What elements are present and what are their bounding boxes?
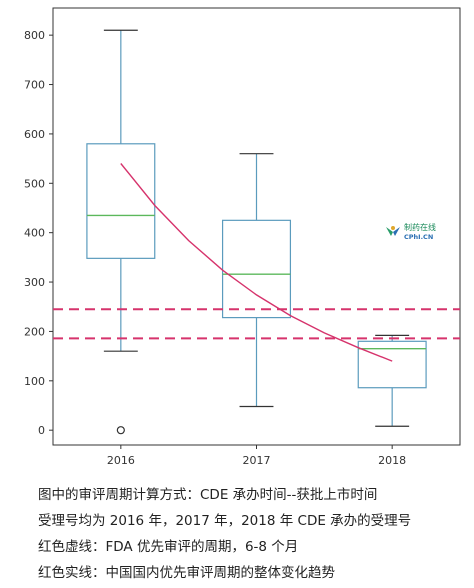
outlier-point bbox=[116, 426, 125, 435]
box-2017 bbox=[221, 153, 292, 408]
y-tick-label: 0 bbox=[38, 424, 45, 437]
caption-line-1: 图中的审评周期计算方式：CDE 承办时间--获批上市时间 bbox=[38, 487, 378, 503]
y-tick-label: 700 bbox=[24, 79, 45, 92]
y-axis: 0 100 200 300 400 500 600 700 800 bbox=[24, 29, 53, 437]
caption-line-2: 受理号均为 2016 年，2017 年，2018 年 CDE 承办的受理号 bbox=[38, 513, 412, 529]
x-tick-label: 2016 bbox=[107, 454, 135, 467]
trend-curve bbox=[120, 163, 393, 362]
x-tick-label: 2017 bbox=[243, 454, 271, 467]
box-plot-chart: 0 100 200 300 400 500 600 700 800 2016 2017 2018 bbox=[24, 7, 461, 467]
iqr-box bbox=[221, 219, 292, 319]
y-tick-label: 300 bbox=[24, 276, 45, 289]
y-tick-label: 400 bbox=[24, 227, 45, 240]
y-tick-label: 500 bbox=[24, 177, 45, 190]
y-tick-label: 200 bbox=[24, 325, 45, 338]
box-2018 bbox=[357, 334, 427, 427]
cphi-logo-icon bbox=[386, 226, 400, 236]
x-tick-label: 2018 bbox=[378, 454, 406, 467]
reference-lines bbox=[53, 308, 460, 340]
caption-line-4: 红色实线：中国国内优先审评周期的整体变化趋势 bbox=[38, 565, 335, 581]
x-axis: 2016 2017 2018 bbox=[107, 445, 406, 467]
caption-line-3: 红色虚线：FDA 优先审评的周期，6-8 个月 bbox=[38, 539, 299, 555]
y-tick-label: 800 bbox=[24, 29, 45, 42]
watermark: 制药在线 CPhI.CN bbox=[385, 222, 455, 244]
box-2016 bbox=[86, 29, 156, 435]
y-tick-label: 600 bbox=[24, 128, 45, 141]
watermark-line1: 制药在线 bbox=[404, 223, 436, 232]
watermark-line2: CPhI.CN bbox=[404, 233, 434, 241]
iqr-box bbox=[86, 143, 156, 259]
y-tick-label: 100 bbox=[24, 375, 45, 388]
box-series bbox=[86, 29, 427, 435]
iqr-box bbox=[357, 340, 427, 389]
